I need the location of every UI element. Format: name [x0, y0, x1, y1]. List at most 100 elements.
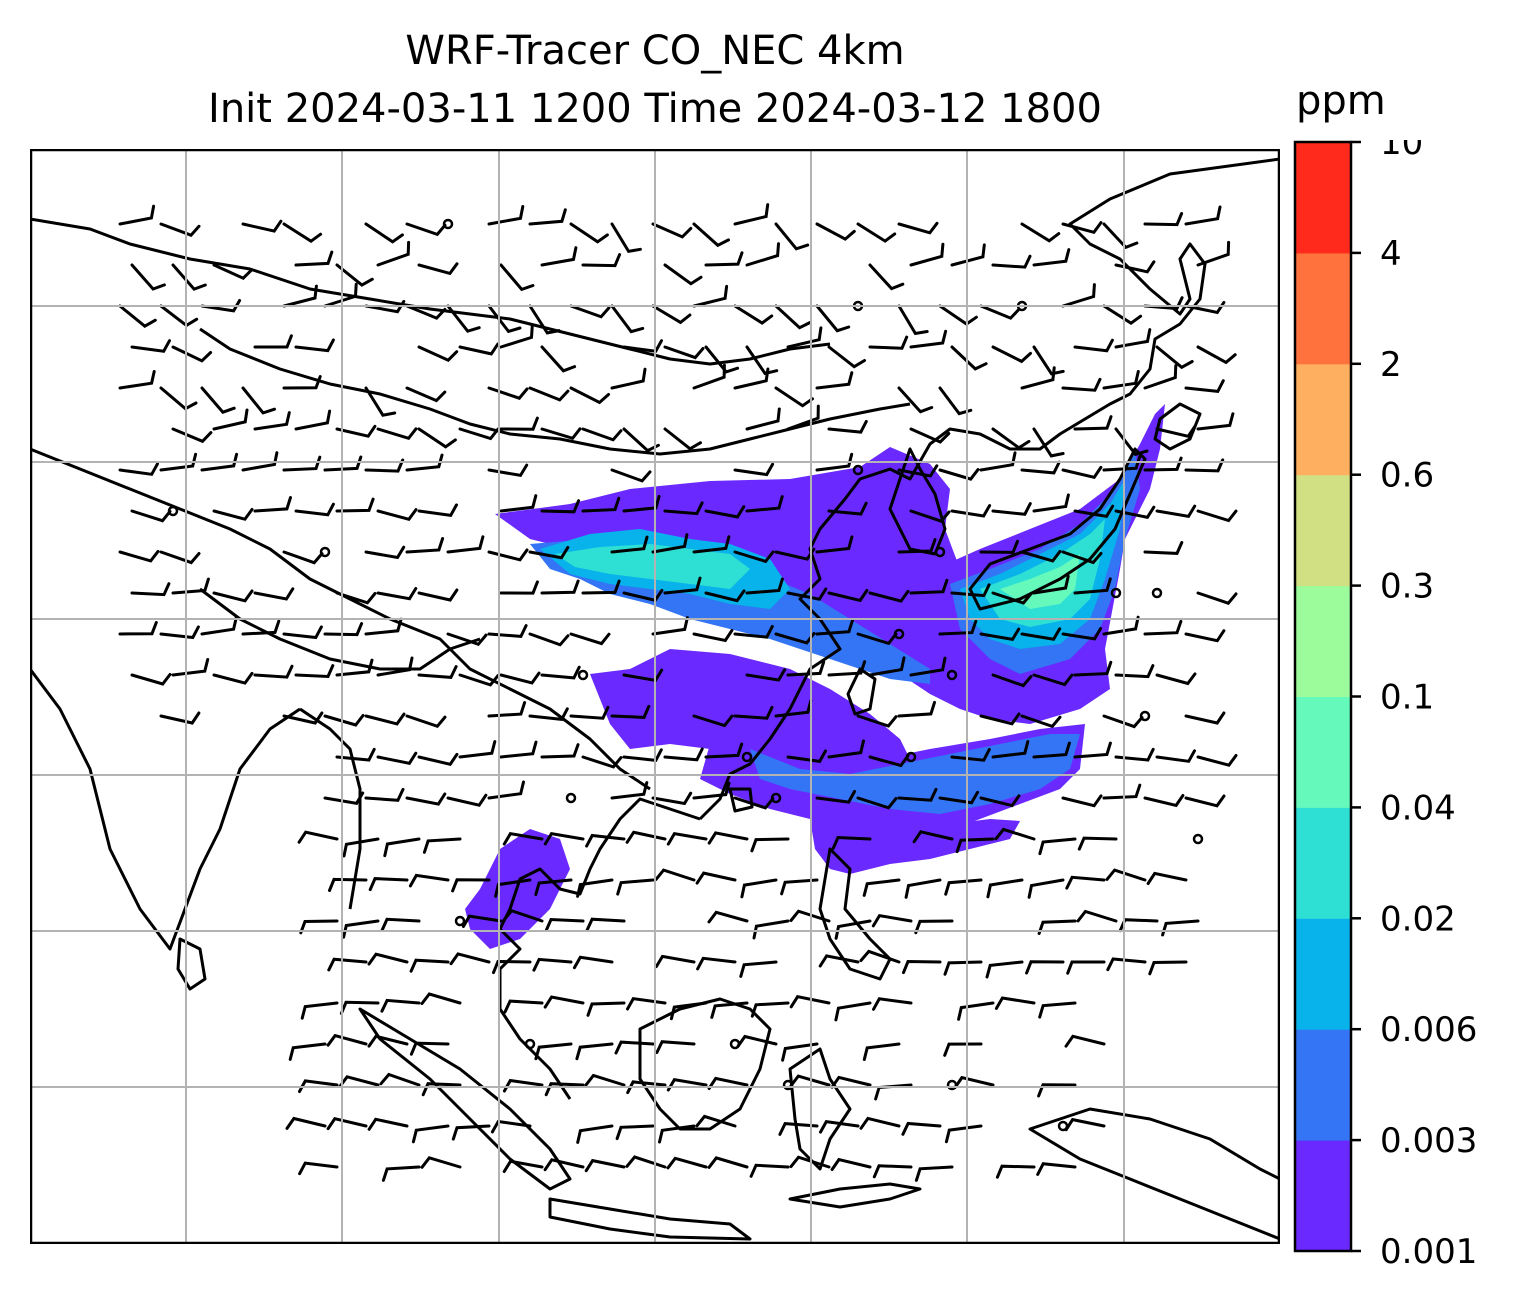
- wind-barb: [868, 754, 910, 768]
- wind-barb: [862, 878, 901, 897]
- wind-barb: [502, 1159, 544, 1173]
- wind-barb: [897, 538, 937, 554]
- wind-barb: [752, 919, 790, 940]
- wind-barb: [528, 546, 570, 560]
- wind-barb: [1102, 222, 1139, 250]
- wind-barb: [300, 1001, 339, 1020]
- wind-barb: [733, 705, 774, 720]
- wind-barb: [739, 960, 778, 978]
- coast-bay-bengal: [299, 707, 362, 910]
- wind-barb: [323, 714, 365, 727]
- wind-barb: [1032, 248, 1071, 267]
- wind-barb: [909, 427, 951, 444]
- wind-barb: [487, 386, 529, 400]
- wind-barb: [859, 949, 901, 964]
- wind-barb: [856, 632, 898, 646]
- wind-barb: [534, 878, 573, 896]
- colorbar-tick-label-4: 0.04: [1380, 788, 1456, 828]
- wind-barb: [733, 796, 775, 810]
- wind-barb: [856, 714, 898, 728]
- wind-barb: [338, 1075, 380, 1088]
- wind-barb: [1155, 504, 1197, 519]
- wind-barb: [171, 427, 213, 444]
- wind-barb: [342, 837, 380, 858]
- wind-barb: [1155, 749, 1196, 763]
- wind-barb: [323, 791, 365, 805]
- wind-barb: [294, 250, 334, 267]
- wind-barb: [991, 673, 1033, 688]
- calm-wind-marker: [893, 628, 905, 640]
- wind-barb: [342, 919, 380, 939]
- wind-barb: [1105, 868, 1147, 882]
- wind-barb: [417, 262, 459, 276]
- wind-barb: [159, 386, 198, 411]
- wind-barb: [503, 999, 544, 1014]
- wind-barb: [540, 579, 580, 595]
- chart-title: WRF-Tracer CO_NEC 4km: [405, 28, 905, 74]
- wind-barb: [458, 673, 500, 687]
- wind-barb: [950, 583, 991, 598]
- wind-barb: [159, 625, 200, 640]
- wind-barb: [417, 752, 459, 766]
- wind-barb: [380, 917, 421, 932]
- wind-barb: [786, 326, 823, 349]
- wind-barb: [1102, 714, 1144, 729]
- wind-barb: [376, 656, 414, 677]
- wind-barb: [1161, 919, 1200, 937]
- calm-wind-marker: [319, 546, 331, 558]
- wind-barb: [654, 954, 696, 969]
- wind-barb: [540, 665, 581, 680]
- colorbar-ticks: 0.001 0.003 0.006 0.02 0.04 0.1 0.3 0.6 2 4 10: [1351, 140, 1477, 1270]
- wind-barb: [569, 222, 609, 244]
- wind-barb: [610, 704, 651, 719]
- wind-barb: [774, 386, 814, 408]
- wind-barb: [868, 335, 909, 350]
- wind-barb: [991, 345, 1032, 364]
- wind-barb: [692, 222, 730, 248]
- wind-barb: [778, 1122, 819, 1136]
- wind-barb: [914, 919, 954, 935]
- plume-japan-peak: [1000, 554, 1080, 609]
- wind-barb: [834, 1001, 872, 1022]
- wind-barb: [950, 748, 991, 762]
- wind-barb: [692, 535, 731, 554]
- wind-barb: [364, 458, 405, 473]
- wind-barb: [159, 304, 199, 328]
- wind-barb: [745, 407, 781, 431]
- wind-barb: [1143, 364, 1178, 390]
- coast-philippines: [818, 847, 892, 981]
- wind-barb: [367, 952, 409, 966]
- plume-north-china-outer: [495, 447, 1110, 724]
- wind-barb: [610, 781, 649, 800]
- wind-barb: [540, 499, 581, 514]
- wind-barb: [1025, 960, 1065, 975]
- wind-barb: [417, 427, 457, 449]
- wind-barb: [1073, 504, 1115, 519]
- wind-barb: [253, 496, 292, 513]
- wind-barb: [200, 616, 238, 636]
- wind-barb: [159, 711, 201, 725]
- colorbar-tick-label-5: 0.1: [1380, 678, 1434, 718]
- wind-barb: [1155, 424, 1197, 438]
- wind-barb: [1073, 415, 1113, 431]
- wind-barb: [1146, 871, 1188, 885]
- coast-taiwan: [846, 667, 877, 716]
- wind-barb: [422, 837, 462, 854]
- wind-barb: [1020, 222, 1061, 243]
- wind-barb: [171, 263, 207, 291]
- wind-barb: [1020, 366, 1056, 390]
- wind-barb: [733, 203, 770, 226]
- wind-barb: [815, 535, 854, 554]
- wind-barb: [610, 222, 642, 254]
- wind-barb: [446, 793, 488, 807]
- wind-barb: [364, 222, 404, 244]
- calm-wind-marker: [1110, 587, 1122, 599]
- wind-barb: [827, 501, 868, 516]
- wind-barb: [294, 409, 332, 431]
- wind-barb: [1037, 919, 1077, 935]
- wind-barb: [528, 632, 570, 647]
- wind-barb: [487, 463, 529, 478]
- wind-barb: [411, 1124, 450, 1144]
- wind-barb: [381, 1165, 421, 1182]
- wind-barb: [118, 549, 160, 563]
